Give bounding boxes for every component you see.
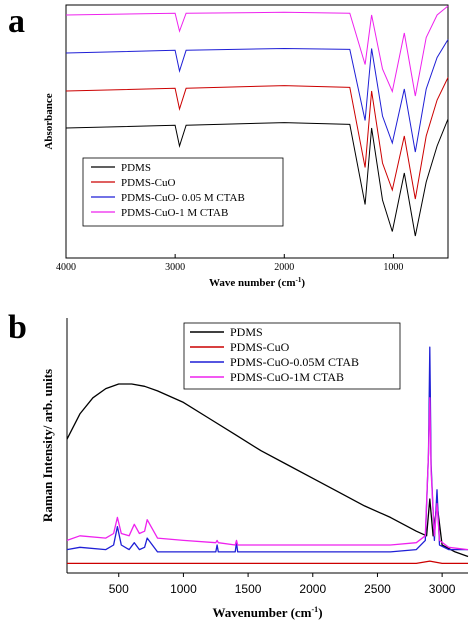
legend-entry-a: PDMS-CuO-1 M CTAB — [121, 207, 228, 219]
legend-b — [183, 322, 401, 390]
x-tick-label-b: 1000 — [170, 582, 197, 596]
legend-a — [82, 157, 284, 227]
series-line-a-0 — [65, 118, 449, 237]
y-axis-label-a: Absorbance — [43, 93, 55, 149]
series-line-a-1 — [65, 77, 449, 200]
series-line-b-1 — [67, 560, 468, 565]
x-tick-label-a: 4000 — [56, 262, 76, 273]
legend-entry-b: PDMS-CuO-0.05M CTAB — [230, 355, 359, 369]
series-line-b-3 — [66, 397, 469, 551]
legend-entry-b: PDMS-CuO-1M CTAB — [230, 370, 344, 384]
x-tick-label-b: 500 — [109, 582, 129, 596]
plot-frame-a — [65, 4, 449, 259]
legend-entry-a: PDMS-CuO — [121, 177, 175, 189]
series-line-a-2 — [65, 39, 449, 153]
y-axis-label-b: Raman Intensity/ arb. units — [40, 369, 55, 522]
legend-entry-b: PDMS — [230, 325, 263, 339]
x-tick-label-a: 3000 — [165, 262, 185, 273]
legend-entry-b: PDMS-CuO — [230, 340, 290, 354]
x-tick-label-b: 1500 — [235, 582, 262, 596]
x-tick-label-b: 2000 — [299, 582, 326, 596]
x-tick-label-a: 2000 — [274, 262, 294, 273]
series-line-b-0 — [66, 383, 469, 558]
series-line-a-3 — [65, 5, 449, 97]
x-tick-label-a: 1000 — [383, 262, 403, 273]
x-axis-label-b: Wavenumber (cm-1) — [212, 605, 322, 620]
raman-chart: 500 1000 1500 2000 2500 3000 Wavenumber (cm-1)… — [40, 318, 469, 620]
legend-entry-a: PDMS-CuO- 0.05 M CTAB — [121, 192, 245, 204]
legend-entry-a: PDMS — [121, 162, 151, 174]
x-axis-label-a: Wave number (cm-1) — [209, 276, 305, 289]
x-tick-label-b: 3000 — [429, 582, 456, 596]
x-tick-label-b: 2500 — [364, 582, 391, 596]
panel-b-letter: b — [8, 309, 27, 346]
ftir-chart: 4000 3000 2000 1000 Wave number (cm-1) Absorb… — [43, 4, 449, 289]
panel-a-letter: a — [8, 3, 25, 40]
